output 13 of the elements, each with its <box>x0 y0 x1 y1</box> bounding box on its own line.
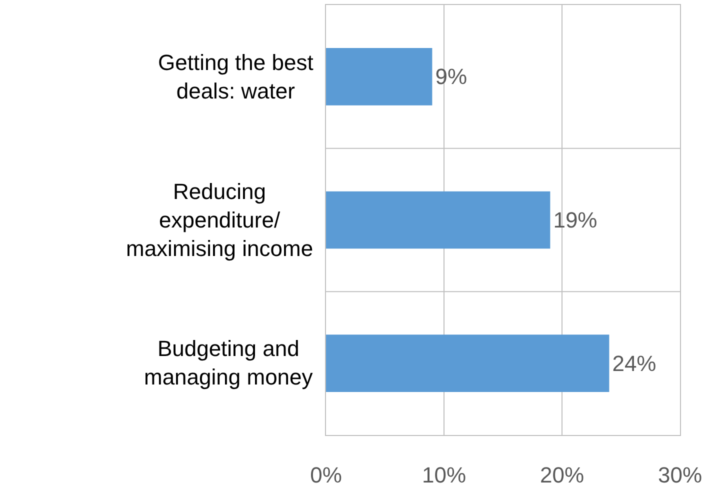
x-tick-label: 20% <box>540 462 584 488</box>
y-tick-label: Reducing expenditure/ maximising income <box>126 179 314 262</box>
data-label: 19% <box>553 208 598 232</box>
bar <box>326 48 432 106</box>
x-tick-label: 10% <box>422 462 466 488</box>
x-tick-label: 0% <box>310 462 342 488</box>
bar <box>326 191 550 249</box>
x-tick-label: 30% <box>658 462 702 488</box>
data-label: 24% <box>612 350 656 376</box>
bar <box>326 334 610 392</box>
data-label: 9% <box>435 64 467 90</box>
y-tick-label: Getting the best deals: water <box>158 50 314 104</box>
y-tick-label: Budgeting and managing money <box>144 336 313 390</box>
